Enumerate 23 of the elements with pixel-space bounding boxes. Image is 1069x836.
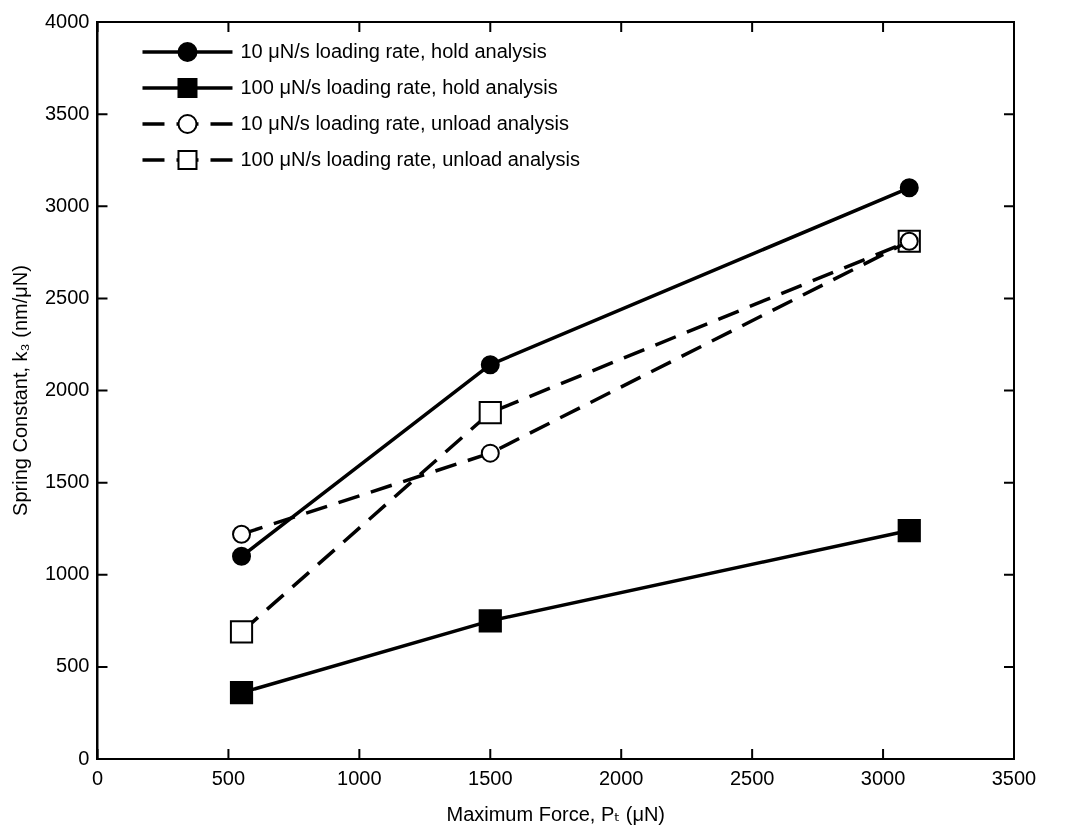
legend-label: 100 μN/s loading rate, hold analysis	[240, 75, 558, 98]
legend-label: 100 μN/s loading rate, unload analysis	[240, 147, 581, 170]
y-tick-label: 3000	[44, 193, 90, 216]
x-tick-label: 0	[91, 766, 104, 789]
y-tick-label: 3500	[44, 101, 90, 124]
y-tick-label: 2500	[44, 285, 90, 308]
x-axis-title: Maximum Force, Pₜ (μN)	[446, 802, 666, 825]
x-tick-label: 2500	[729, 766, 775, 789]
x-tick-label: 3000	[860, 766, 906, 789]
y-tick-label: 2000	[44, 378, 90, 401]
y-tick-label: 1500	[44, 470, 90, 493]
x-tick-label: 2000	[598, 766, 644, 789]
x-tick-label: 1500	[468, 766, 513, 789]
y-tick-label: 500	[56, 654, 90, 677]
x-tick-label: 3500	[991, 766, 1037, 789]
x-tick-label: 1000	[337, 766, 382, 789]
legend-label: 10 μN/s loading rate, unload analysis	[240, 111, 569, 134]
y-tick-label: 0	[78, 746, 90, 769]
legend-label: 10 μN/s loading rate, hold analysis	[240, 39, 547, 62]
y-axis-title: Spring Constant, k₃ (nm/μN)	[8, 265, 31, 516]
x-tick-label: 500	[211, 766, 246, 789]
y-tick-label: 1000	[44, 562, 90, 585]
y-tick-label: 4000	[44, 9, 90, 32]
